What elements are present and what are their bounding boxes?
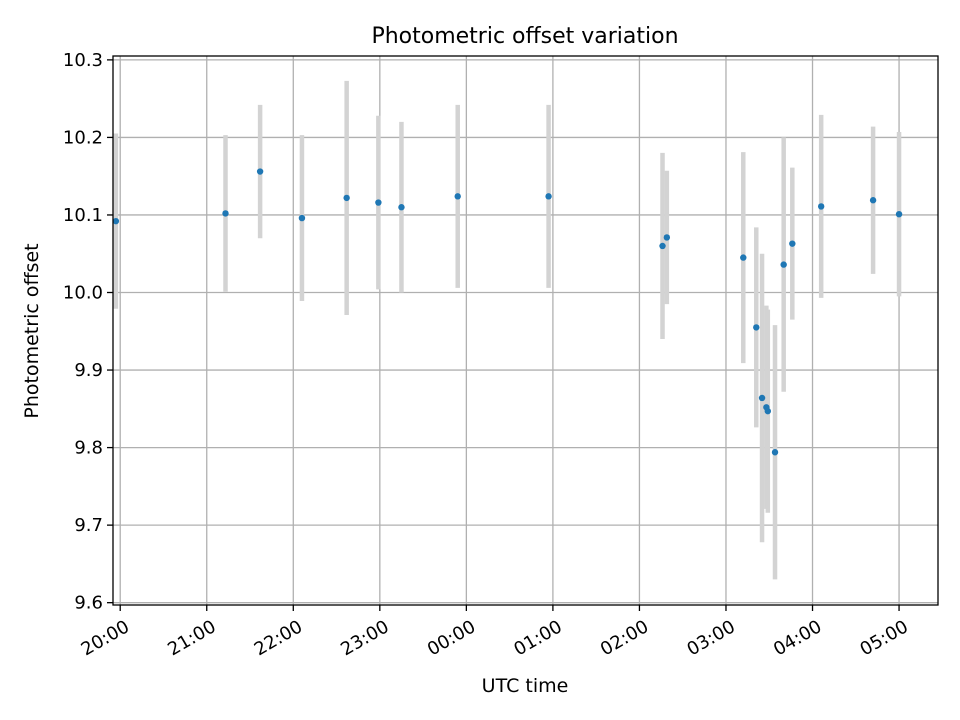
x-axis-label: UTC time [482,675,569,697]
data-point [545,193,552,200]
data-point [222,210,229,217]
x-tick-label: 03:00 [683,616,738,660]
data-point [112,217,120,225]
x-tick-label: 22:00 [251,616,306,660]
error-bars [113,80,902,580]
x-tick-label: 02:00 [597,616,652,660]
data-point [764,407,772,415]
y-tick-label: 9.8 [74,438,103,459]
y-tick-label: 10.0 [63,283,103,304]
y-tick-label: 10.2 [63,127,103,148]
x-tick-label: 20:00 [78,616,133,660]
x-tick-label: 00:00 [424,616,479,660]
data-point [758,394,766,402]
data-point [869,197,877,204]
data-point [256,168,264,175]
data-point [343,194,350,202]
data-points [112,168,903,456]
data-point [771,449,779,456]
data-point [375,199,382,206]
y-tick-label: 10.1 [63,205,103,226]
data-point [895,210,903,218]
y-axis-label: Photometric offset [21,243,43,418]
y-tick-label: 9.6 [74,593,103,614]
x-tick-label: 21:00 [164,616,219,660]
y-tick-label: 10.3 [63,50,103,71]
y-tick-label: 9.9 [74,360,103,381]
x-tick-label: 04:00 [770,616,825,660]
data-point [659,242,666,250]
grid-lines [113,56,938,605]
data-point [780,261,787,268]
x-axis-ticks: 20:00 21:00 22:00 23:00 00:00 01:00 02:00 03:00… [78,605,912,660]
data-point [817,203,825,210]
data-point [298,214,306,222]
chart-title: Photometric offset variation [371,24,678,49]
y-tick-label: 9.7 [74,515,103,536]
x-tick-label: 01:00 [510,616,565,660]
x-tick-label: 23:00 [337,616,392,660]
data-point [753,324,760,331]
data-point [454,193,461,200]
data-point [740,254,747,261]
y-axis-ticks: 9.6 9.7 9.8 9.9 10.0 10.1 10.2 10.3 [63,50,113,614]
data-point [789,240,796,247]
plot-frame [112,55,939,606]
data-point [663,234,671,241]
data-point [398,204,405,211]
x-tick-label: 05:00 [857,616,912,660]
